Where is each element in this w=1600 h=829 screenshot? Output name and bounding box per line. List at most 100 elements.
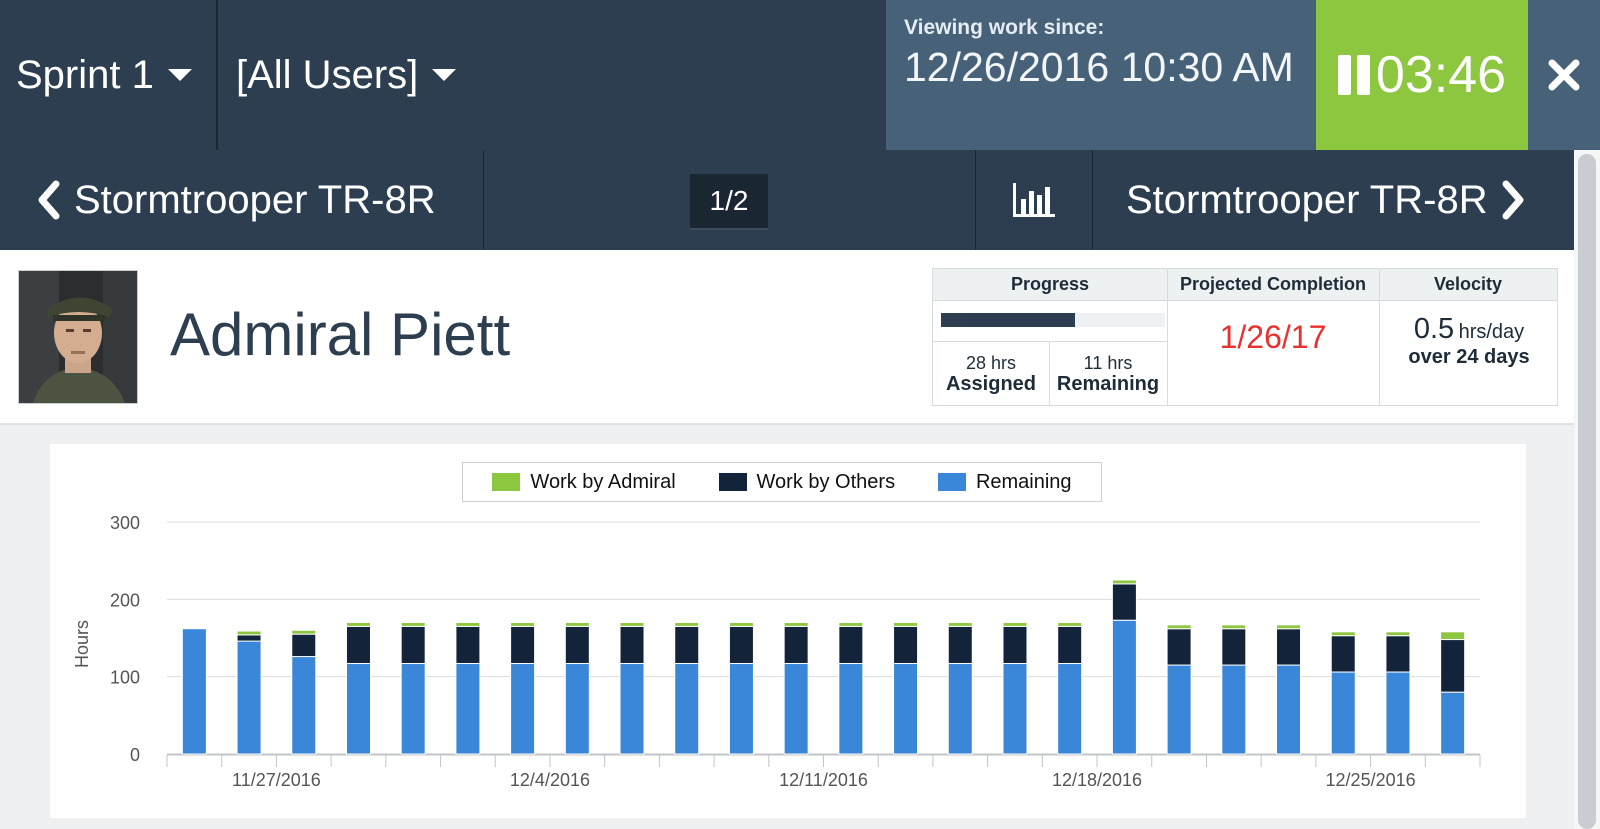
assigned-label: Assigned	[945, 373, 1037, 395]
bar-segment	[455, 622, 481, 627]
bar-segment	[1440, 639, 1466, 693]
progress-bar-fill	[941, 313, 1076, 327]
bar-segment	[1166, 664, 1192, 755]
bar-segment	[728, 622, 754, 627]
legend-swatch-remaining	[937, 473, 966, 491]
prev-user-button[interactable]: Stormtrooper TR-8R	[0, 150, 484, 250]
next-user-button[interactable]: Stormtrooper TR-8R	[1092, 150, 1574, 250]
bar-segment	[510, 622, 536, 627]
prev-user-label: Stormtrooper TR-8R	[74, 177, 436, 222]
bar-segment	[510, 663, 536, 755]
bar-segment	[1385, 671, 1411, 755]
bar-segment	[728, 625, 754, 665]
legend-item-others[interactable]: Work by Others	[718, 471, 895, 494]
bar-segment	[1057, 622, 1083, 627]
divider	[1379, 269, 1380, 405]
bar-segment	[1330, 635, 1356, 673]
remaining-label: Remaining	[1056, 373, 1160, 395]
bar-segment	[674, 622, 700, 627]
x-tick-label: 12/25/2016	[1326, 770, 1416, 790]
viewing-since-label: Viewing work since:	[904, 16, 1105, 39]
bar-segment	[291, 633, 317, 658]
bar-segment	[291, 629, 317, 635]
bar-segment	[1221, 624, 1247, 630]
legend-item-remaining[interactable]: Remaining	[937, 471, 1072, 494]
scrollbar-thumb[interactable]	[1578, 154, 1596, 829]
bar-segment	[455, 663, 481, 755]
bar-segment	[236, 634, 262, 642]
divider	[1049, 341, 1050, 405]
bar-segment	[728, 663, 754, 755]
legend-swatch-others	[718, 473, 747, 491]
progress-bar	[941, 313, 1165, 327]
user-nav-bar: Stormtrooper TR-8R 1/2 Stormtrooper TR-8…	[0, 150, 1574, 250]
chevron-down-icon	[432, 69, 457, 81]
assigned-value: 28 hrs	[965, 353, 1017, 373]
bar-segment	[236, 630, 262, 636]
divider	[933, 341, 1167, 342]
chevron-left-icon	[38, 180, 60, 220]
viewing-since-value: 12/26/2016 10:30 AM	[904, 44, 1294, 90]
bar-segment	[236, 640, 262, 755]
y-tick-label: 0	[130, 745, 140, 765]
y-tick-label: 200	[110, 590, 140, 610]
bar-segment	[1002, 625, 1028, 665]
velocity-header: Velocity	[1379, 269, 1557, 301]
bar-segment	[400, 625, 426, 665]
user-name: Admiral Piett	[170, 301, 511, 368]
chart-legend: Work by Admiral Work by Others Remaining	[462, 462, 1102, 502]
page-indicator: 1/2	[690, 174, 768, 230]
bar-segment	[1276, 664, 1302, 755]
bar-segment	[783, 663, 809, 755]
projected-completion-value: 1/26/17	[1219, 319, 1327, 355]
legend-item-admiral[interactable]: Work by Admiral	[492, 470, 676, 494]
chevron-right-icon	[1502, 180, 1524, 220]
bar-segment	[1002, 663, 1028, 755]
timer-button[interactable]: 03:46	[1316, 0, 1528, 150]
bar-segment	[1002, 622, 1028, 627]
bar-segment	[345, 663, 371, 755]
sprint-dropdown[interactable]: Sprint 1	[0, 0, 218, 150]
bar-segment	[181, 628, 207, 755]
remaining-value: 11 hrs	[1083, 353, 1133, 373]
bar-segment	[838, 625, 864, 665]
stats-table: Progress Projected Completion Velocity 2…	[932, 268, 1558, 406]
bar-segment	[564, 622, 590, 627]
close-button[interactable]	[1528, 0, 1600, 150]
top-bar: Sprint 1 [All Users] Viewing work since:…	[0, 0, 1600, 150]
bar-segment	[1221, 664, 1247, 755]
bar-segment	[1440, 691, 1466, 755]
x-tick-label: 11/27/2016	[232, 770, 321, 790]
legend-swatch-admiral	[492, 473, 521, 491]
projected-completion-header: Projected Completion	[1167, 269, 1379, 301]
bar-segment	[1057, 625, 1083, 665]
bar-segment	[1330, 671, 1356, 755]
bar-segment	[674, 625, 700, 665]
x-tick-label: 12/4/2016	[510, 770, 590, 790]
bar-segment	[1276, 628, 1302, 666]
bar-segment	[1440, 631, 1466, 641]
bar-segment	[1276, 624, 1302, 630]
bar-segment	[510, 625, 536, 665]
bar-segment	[838, 663, 864, 755]
bar-segment	[345, 625, 371, 665]
bar-segment	[893, 663, 919, 755]
legend-label-admiral: Work by Admiral	[530, 470, 676, 493]
bar-segment	[400, 622, 426, 627]
bar-segment	[947, 625, 973, 665]
bar-segment	[838, 622, 864, 627]
viewing-since-panel: Viewing work since: 12/26/2016 10:30 AM	[886, 0, 1316, 150]
bar-segment	[619, 663, 645, 755]
y-tick-label: 300	[110, 513, 140, 533]
stacked-bar-chart: 0 100 200 300 Hours 11/27/2016 12/4/2016 12/11/…	[72, 513, 1481, 790]
bar-segment	[947, 622, 973, 627]
sprint-label: Sprint 1	[16, 52, 154, 97]
burndown-chart-card: Work by Admiral Work by Others Remaining…	[50, 444, 1526, 818]
bar-segment	[674, 663, 700, 755]
bar-segment	[564, 663, 590, 755]
users-label: [All Users]	[236, 52, 419, 97]
timer-value: 03:46	[1375, 46, 1507, 104]
velocity-cell: 0.5 hrs/day over 24 days	[1379, 313, 1559, 369]
users-dropdown[interactable]: [All Users]	[218, 0, 886, 150]
chart-view-button[interactable]	[975, 150, 1093, 250]
